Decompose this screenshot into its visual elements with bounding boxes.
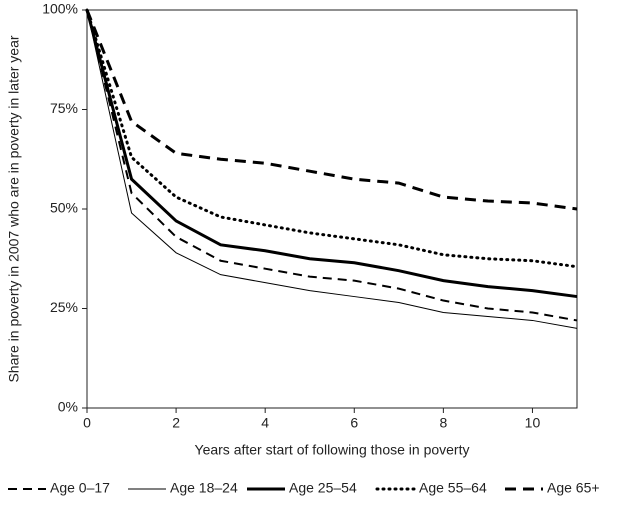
legend-label: Age 18–24 <box>170 480 238 496</box>
series-line <box>86 9 578 322</box>
series-line <box>86 9 578 329</box>
legend-label: Age 65+ <box>547 480 600 496</box>
series-line <box>85 9 578 211</box>
x-tick-label: 4 <box>261 415 269 431</box>
plot-frame <box>86 9 578 409</box>
y-tick-label: 100% <box>42 1 78 17</box>
series-line <box>85 9 578 299</box>
y-tick-label: 25% <box>50 299 78 315</box>
x-tick-label: 6 <box>350 415 358 431</box>
x-axis-label: Years after start of following those in … <box>195 442 470 458</box>
legend-label: Age 25–54 <box>289 480 357 496</box>
y-axis-label: Share in poverty in 2007 who are in pove… <box>6 35 22 382</box>
x-tick-label: 8 <box>439 415 447 431</box>
y-tick-label: 75% <box>50 100 78 116</box>
y-tick-label: 0% <box>58 399 78 415</box>
series-line <box>85 8 579 269</box>
x-tick-label: 2 <box>172 415 180 431</box>
x-tick-label: 10 <box>525 415 541 431</box>
x-tick-label: 0 <box>83 415 91 431</box>
y-tick-label: 50% <box>50 200 78 216</box>
legend-label: Age 55–64 <box>419 480 487 496</box>
legend-label: Age 0–17 <box>50 480 110 496</box>
